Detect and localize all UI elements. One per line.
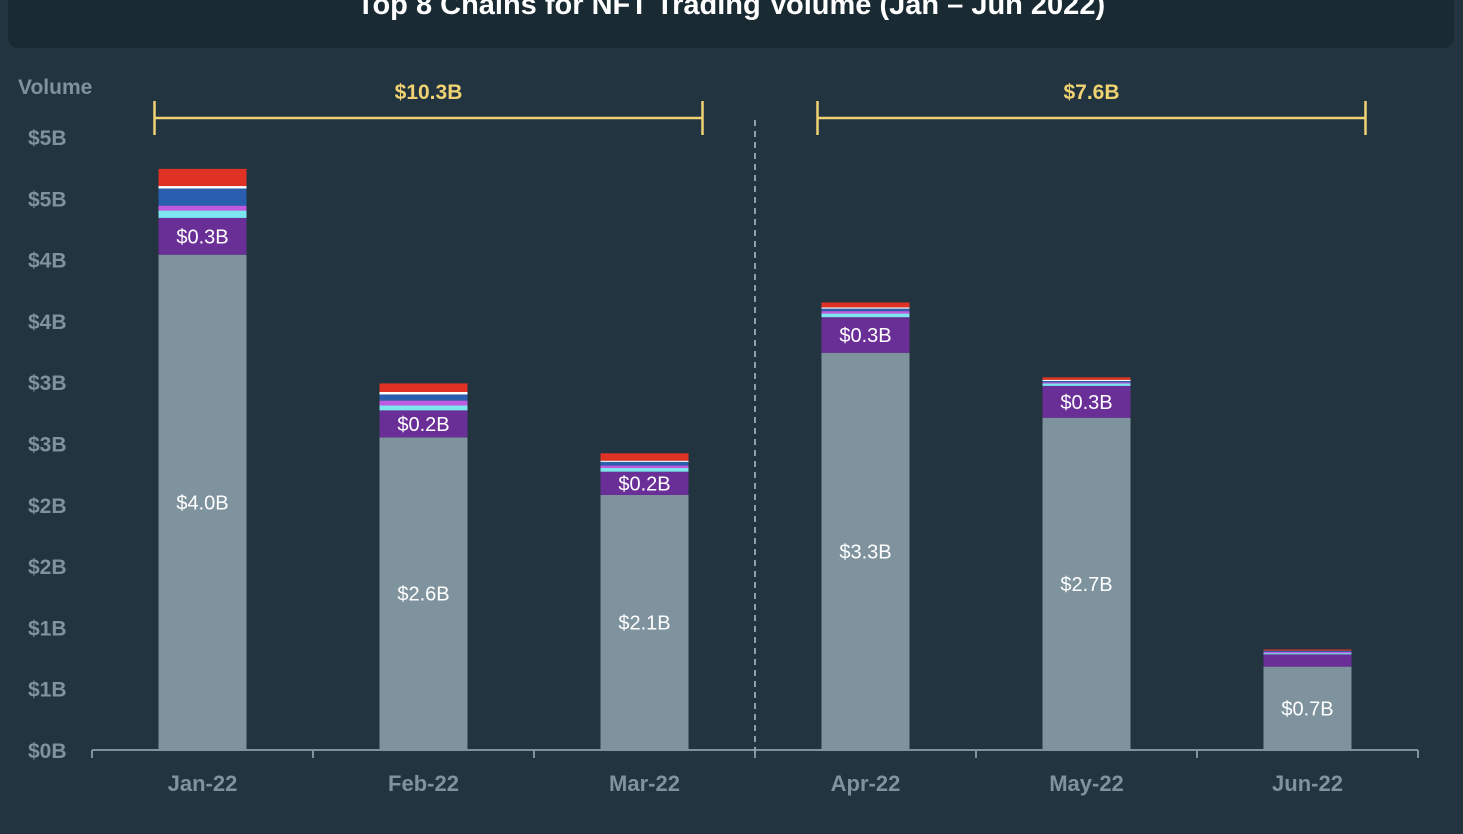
bar-segment <box>158 168 247 187</box>
bar-segment <box>379 405 468 411</box>
bar-segment <box>600 465 689 469</box>
bar-segment <box>821 352 910 750</box>
y-tick-label: $1B <box>28 679 67 702</box>
bar-segment <box>379 437 468 750</box>
bar-segment <box>821 311 910 314</box>
bracket-total-label: $7.6B <box>1063 81 1119 104</box>
data-label: $2.7B <box>1060 574 1112 596</box>
bar-segment <box>379 392 468 395</box>
bar-segment <box>1042 380 1131 383</box>
bar-segment <box>821 317 910 353</box>
bar-segment <box>1042 383 1131 386</box>
bar-segment <box>600 453 689 461</box>
bar-segment <box>600 461 689 466</box>
bar-segment <box>1042 382 1131 384</box>
bar-segment <box>158 205 247 211</box>
bar-segment <box>600 460 689 462</box>
bar-segment <box>379 394 468 401</box>
data-label: $4.0B <box>176 492 228 514</box>
bar-segment <box>158 188 247 206</box>
y-axis-label: Volume <box>18 76 92 99</box>
x-tick-label: Jan-22 <box>168 771 238 796</box>
title-bar: Top 8 Chains for NFT Trading Volume (Jan… <box>8 0 1454 48</box>
bar-segment <box>379 410 468 438</box>
bar-segment <box>1042 417 1131 750</box>
bar-segment <box>1042 385 1131 418</box>
x-tick-label: Jun-22 <box>1272 771 1343 796</box>
bar-segment <box>1263 650 1352 652</box>
data-label: $0.3B <box>1060 392 1112 414</box>
bar-segment <box>1263 654 1352 667</box>
x-tick-label: Apr-22 <box>831 771 901 796</box>
y-tick-label: $4B <box>28 311 67 334</box>
bar-segment <box>600 468 689 472</box>
bar-segment <box>158 217 247 255</box>
y-tick-label: $1B <box>28 617 67 640</box>
bar-segment <box>158 210 247 218</box>
data-label: $0.3B <box>839 325 891 347</box>
bar-segment <box>158 186 247 189</box>
y-tick-label: $5B <box>28 188 67 211</box>
y-tick-label: $3B <box>28 372 67 395</box>
y-tick-label: $2B <box>28 495 67 518</box>
data-label: $3.3B <box>839 541 891 563</box>
bar-segment <box>158 254 247 751</box>
data-label: $0.7B <box>1281 698 1333 720</box>
bar-segment <box>379 383 468 393</box>
y-tick-label: $3B <box>28 434 67 457</box>
bar-segment <box>600 494 689 750</box>
bar-segment <box>379 400 468 406</box>
data-label: $2.6B <box>397 584 449 606</box>
bar-segment <box>600 471 689 495</box>
bar-segment <box>1042 379 1131 381</box>
y-tick-label: $2B <box>28 556 67 579</box>
y-tick-label: $4B <box>28 250 67 273</box>
bar-segment <box>821 307 910 309</box>
x-tick-label: Feb-22 <box>388 771 459 796</box>
bar-segment <box>1263 649 1352 651</box>
bar-segment <box>1263 666 1352 750</box>
bracket-total-label: $10.3B <box>395 81 463 104</box>
x-tick-label: May-22 <box>1049 771 1124 796</box>
x-tick-label: Mar-22 <box>609 771 680 796</box>
bar-segment <box>821 302 910 308</box>
bar-segment <box>1263 653 1352 655</box>
bar-segment <box>1263 651 1352 654</box>
bar-segment <box>1042 377 1131 380</box>
chart-title: Top 8 Chains for NFT Trading Volume (Jan… <box>356 0 1106 21</box>
data-label: $0.3B <box>176 226 228 248</box>
data-label: $2.1B <box>618 612 670 634</box>
bar-segment <box>821 313 910 318</box>
y-tick-label: $5B <box>28 127 67 150</box>
data-label: $0.2B <box>397 414 449 436</box>
y-tick-label: $0B <box>28 740 67 763</box>
data-label: $0.2B <box>618 473 670 495</box>
bar-segment <box>821 308 910 312</box>
